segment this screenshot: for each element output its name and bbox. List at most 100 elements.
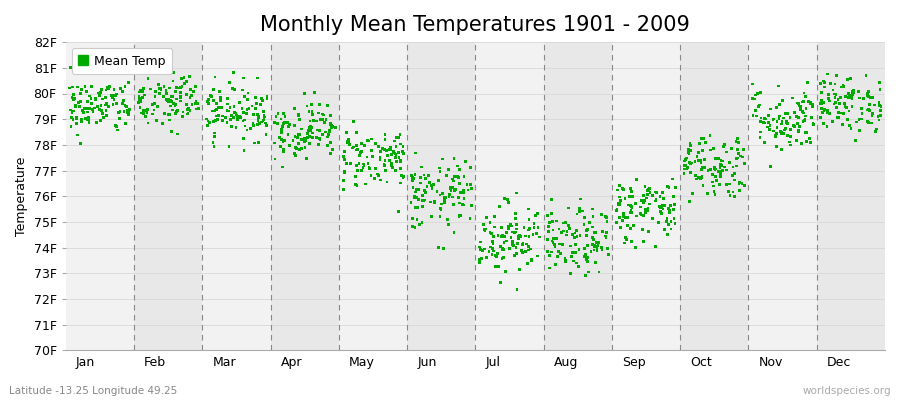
Point [81,114,95,120]
Point [513,267,527,273]
Point [352,160,366,167]
Point [835,121,850,128]
Point [378,136,392,142]
Point [494,234,508,240]
Point [161,111,176,117]
Point [491,233,505,239]
Point [852,95,867,101]
Point [708,173,723,180]
Point [324,122,338,128]
Point [236,118,250,124]
Point [654,210,669,217]
Point [183,107,197,114]
Point [770,124,784,130]
Point [869,126,884,132]
Point [432,165,446,171]
Point [822,110,836,116]
Point [287,105,302,112]
Point [625,209,639,216]
Point [238,123,252,129]
Point [189,106,203,112]
Point [100,100,114,106]
Point [817,108,832,114]
Point [326,124,340,130]
Point [202,119,216,126]
Text: Latitude -13.25 Longitude 49.25: Latitude -13.25 Longitude 49.25 [9,386,177,396]
Point [256,97,270,104]
Point [250,121,265,128]
Point [654,204,669,210]
Point [526,231,540,238]
Point [292,112,306,118]
Point [241,90,256,96]
Point [501,199,516,206]
Point [269,113,284,120]
Point [213,98,228,104]
Point [544,238,559,244]
Point [817,106,832,113]
Point [731,146,745,152]
Point [167,102,182,109]
Point [476,222,491,228]
Point [162,111,176,117]
Point [814,106,828,112]
Point [821,107,835,114]
Point [140,76,155,82]
Point [635,226,650,233]
Point [131,94,146,101]
Point [215,118,230,124]
Point [200,99,214,105]
Point [629,201,643,207]
Point [299,137,313,144]
Point [219,114,233,120]
Point [491,250,505,256]
Point [780,133,795,139]
Point [135,88,149,95]
Point [712,155,726,162]
Point [393,166,408,172]
Point [640,195,654,201]
Point [585,224,599,230]
Point [276,146,291,152]
Point [842,94,856,100]
Point [70,132,85,138]
Point [174,90,188,96]
Point [208,107,222,114]
Point [551,253,565,259]
Point [184,86,198,93]
Bar [407,42,475,350]
Point [242,105,256,111]
Point [259,122,274,128]
Point [580,258,595,264]
Point [685,160,699,166]
Point [256,108,271,115]
Point [759,116,773,122]
Point [661,183,675,189]
Point [723,192,737,199]
Point [662,209,677,216]
Point [171,131,185,137]
Point [99,87,113,93]
Point [275,164,290,170]
Point [82,119,96,126]
Point [173,94,187,101]
Point [573,196,588,202]
Point [180,107,194,113]
Point [761,119,776,125]
Point [760,124,775,130]
Point [482,219,497,226]
Point [776,130,790,137]
Point [294,126,309,132]
Point [456,202,471,208]
Point [612,214,626,221]
Point [73,90,87,96]
Point [392,155,406,161]
Point [624,202,638,209]
Point [446,229,461,236]
Point [89,119,104,126]
Point [446,176,460,182]
Point [797,117,812,124]
Point [159,96,174,103]
Point [529,230,544,236]
Point [252,120,266,126]
